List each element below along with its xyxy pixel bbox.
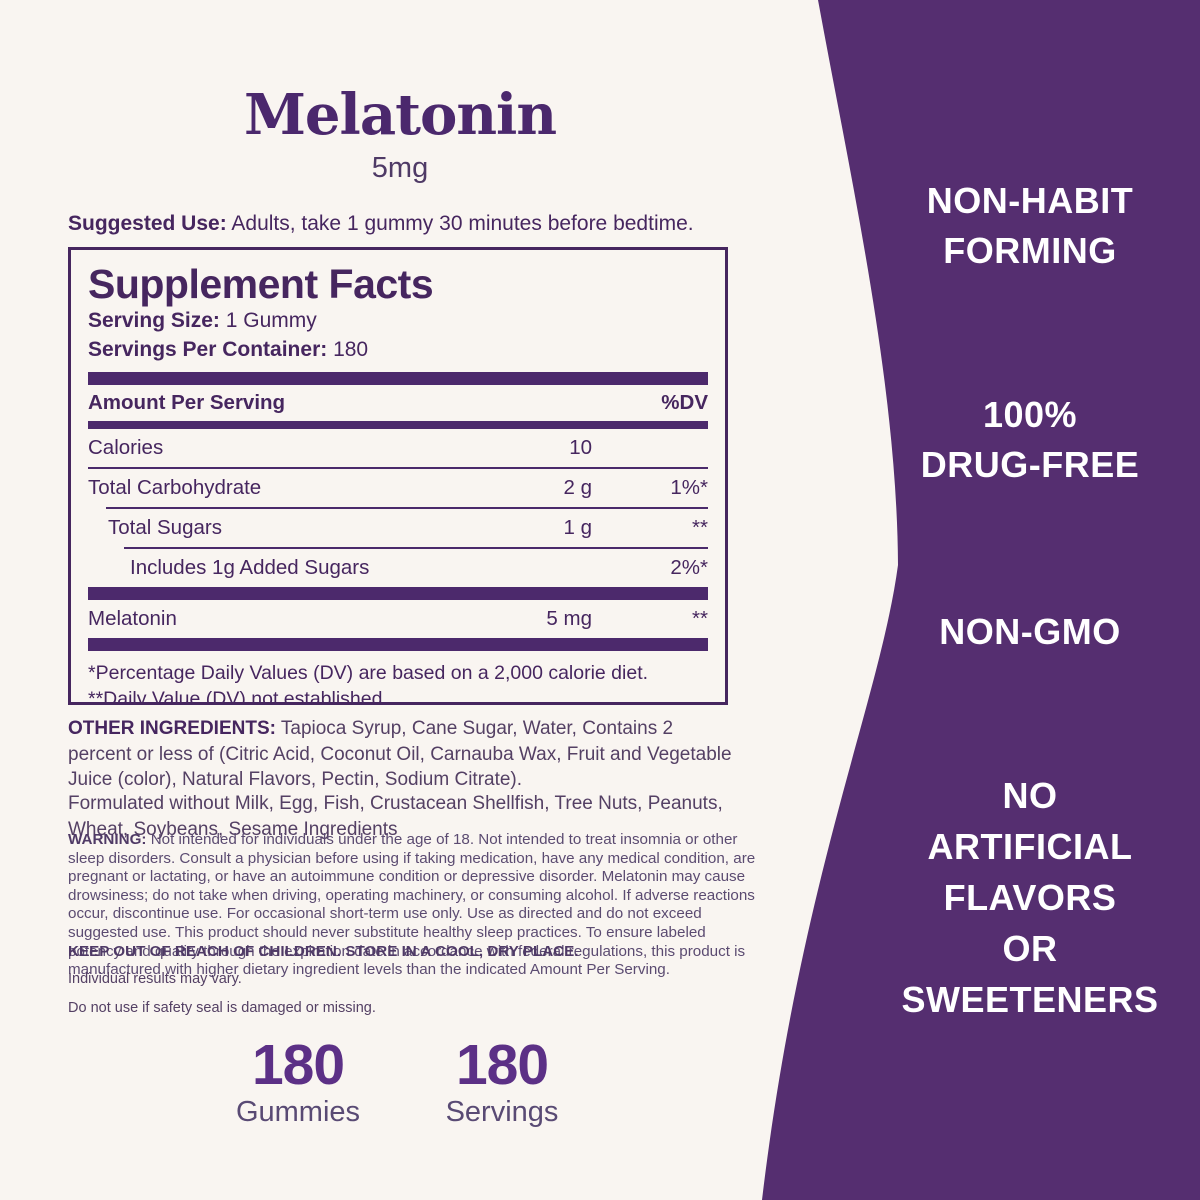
- facts-footnotes: *Percentage Daily Values (DV) are based …: [88, 660, 708, 705]
- facts-row-calories: Calories 10: [88, 436, 592, 459]
- servings-count-value: 180: [455, 1033, 549, 1097]
- col-amount-per-serving: Amount Per Serving: [88, 391, 286, 414]
- serving-size-line: Serving Size: 1 Gummy: [88, 306, 708, 335]
- serving-size-value: 1 Gummy: [219, 309, 317, 332]
- claim-drug-free: 100% DRUG-FREE: [920, 394, 1140, 485]
- other-ingredients: OTHER INGREDIENTS: Tapioca Syrup, Cane S…: [68, 716, 733, 793]
- facts-row-melatonin: Melatonin 5 mg **: [88, 607, 708, 630]
- product-dose: 5mg: [371, 152, 429, 184]
- col-dv: %DV: [661, 391, 708, 414]
- footnote-not-established: **Daily Value (DV) not established.: [88, 688, 388, 705]
- individual-results: Individual results may vary.: [68, 971, 242, 987]
- divider-bar: [88, 421, 708, 429]
- gummies-count-value: 180: [251, 1033, 345, 1097]
- divider-bar: [88, 638, 708, 651]
- warning-text: Not intended for individuals under the a…: [68, 831, 756, 979]
- gummies-count-label: Gummies: [235, 1096, 361, 1128]
- footnote-dv: *Percentage Daily Values (DV) are based …: [88, 662, 649, 684]
- servings-count-label: Servings: [445, 1096, 559, 1128]
- suggested-use-label: Suggested Use:: [68, 212, 227, 235]
- row-separator: [124, 547, 708, 549]
- servings-value: 180: [327, 338, 369, 361]
- supplement-facts-panel: Supplement Facts Serving Size: 1 Gummy S…: [68, 247, 728, 705]
- facts-row-added-sugars: Includes 1g Added Sugars 2%*: [130, 556, 708, 579]
- servings-count: 180 Servings: [392, 1036, 612, 1129]
- row-separator: [106, 507, 708, 509]
- facts-row-total-carbohydrate: Total Carbohydrate 2 g 1%*: [88, 476, 708, 499]
- formulated-without: Formulated without Milk, Egg, Fish, Crus…: [68, 793, 723, 840]
- divider-bar: [88, 587, 708, 600]
- facts-header-row: Amount Per Serving %DV: [88, 385, 708, 421]
- servings-per-container-line: Servings Per Container: 180: [88, 335, 708, 364]
- facts-row-total-sugars: Total Sugars 1 g **: [108, 516, 708, 539]
- claim-non-habit-forming: NON-HABIT FORMING: [926, 180, 1134, 271]
- gummies-count: 180 Gummies: [188, 1036, 408, 1129]
- facts-title: Supplement Facts: [88, 261, 434, 307]
- product-title: Melatonin: [243, 82, 557, 148]
- suggested-use: Suggested Use: Adults, take 1 gummy 30 m…: [68, 212, 748, 236]
- warning-label: WARNING:: [68, 831, 147, 848]
- other-ingredients-text: Tapioca Syrup, Cane Sugar, Water, Contai…: [68, 718, 732, 790]
- keep-out-of-reach: KEEP OUT OF REACH OF CHILDREN. STORE IN …: [68, 943, 579, 960]
- safety-seal-notice: Do not use if safety seal is damaged or …: [68, 1000, 376, 1016]
- servings-label: Servings Per Container:: [88, 338, 328, 361]
- other-ingredients-label: OTHER INGREDIENTS:: [68, 718, 276, 739]
- divider-bar: [88, 372, 708, 385]
- claim-non-gmo: NON-GMO: [939, 611, 1121, 652]
- serving-size-label: Serving Size:: [88, 309, 220, 332]
- row-separator: [88, 467, 708, 469]
- claim-no-artificial: NO ARTIFICIAL FLAVORS OR SWEETENERS: [901, 775, 1159, 1020]
- suggested-use-text: Adults, take 1 gummy 30 minutes before b…: [226, 212, 694, 235]
- warning: WARNING: Not intended for individuals un…: [68, 831, 756, 980]
